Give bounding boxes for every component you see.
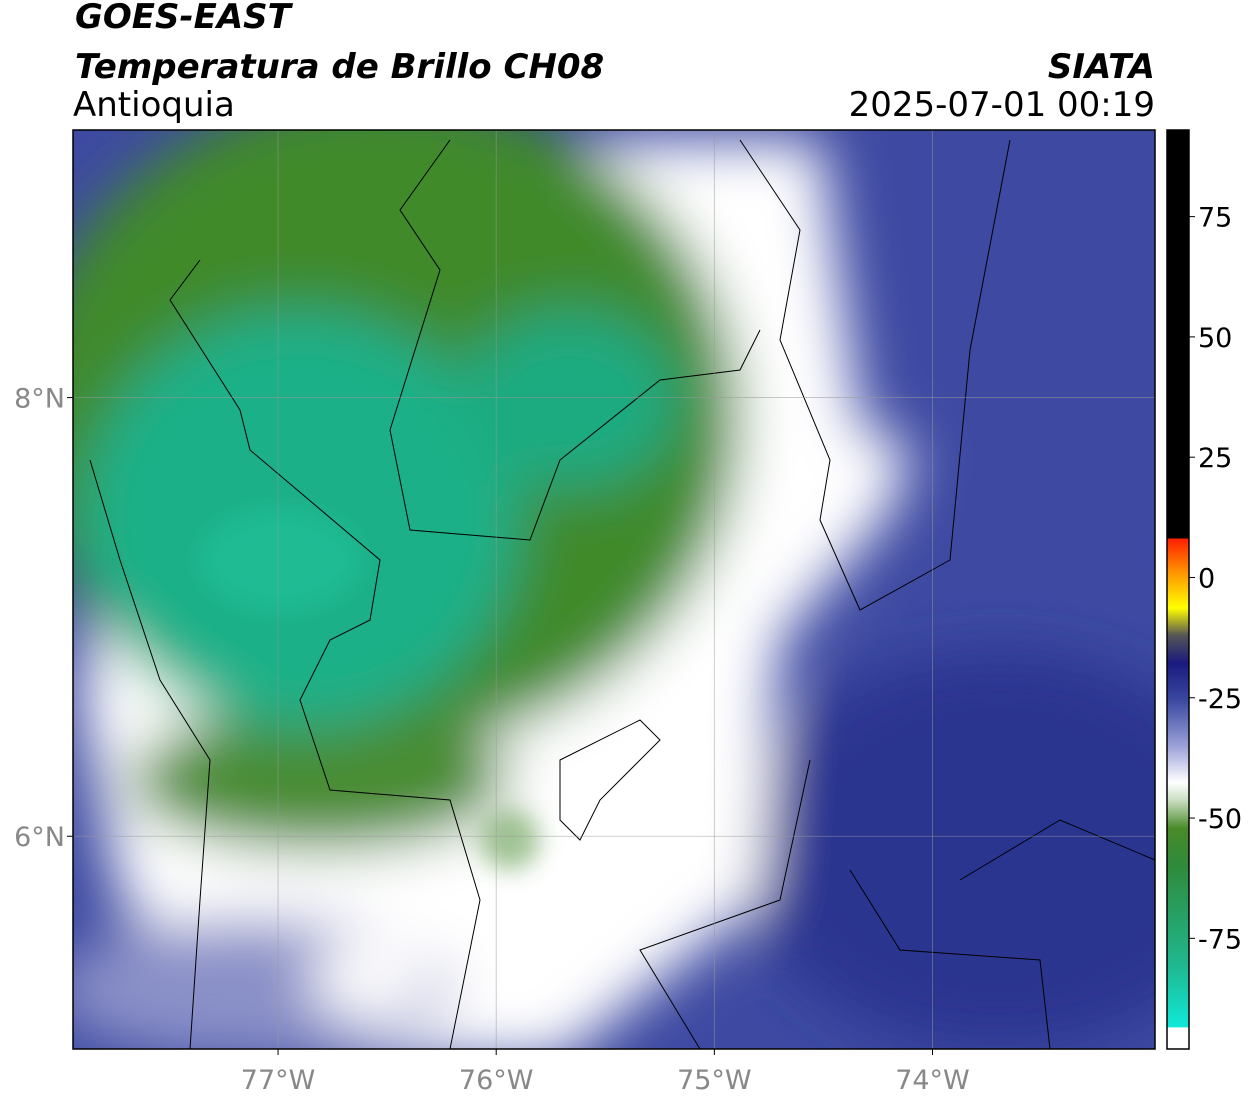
source: SIATA: [1048, 47, 1155, 87]
timestamp: 2025-07-01 00:19: [849, 85, 1155, 125]
colorbar-tick-label: 75: [1198, 203, 1232, 234]
x-tick-label: 75°W: [677, 1065, 752, 1096]
colorbar: [1166, 129, 1190, 1050]
subtitle: Temperatura de Brillo CH08: [75, 47, 604, 87]
graticule: [73, 130, 1155, 1049]
map-frame: [72, 129, 1156, 1050]
x-tick-label: 74°W: [895, 1065, 970, 1096]
colorbar-tick-label: -25: [1198, 684, 1242, 715]
colorbar-tick-label: 0: [1198, 563, 1215, 594]
y-tick-label: 6°N: [14, 822, 65, 853]
y-tick-label: 8°N: [14, 384, 65, 415]
satellite-image: [73, 130, 1155, 1049]
region: Antioquia: [73, 85, 235, 125]
x-tick-label: 76°W: [459, 1065, 534, 1096]
title: GOES-EAST: [75, 0, 294, 37]
colorbar-tick-label: -50: [1198, 804, 1242, 835]
colorbar-tick-label: 25: [1198, 443, 1232, 474]
x-tick-label: 77°W: [241, 1065, 316, 1096]
colorbar-tick-label: -75: [1198, 924, 1242, 955]
colorbar-tick-label: 50: [1198, 323, 1232, 354]
